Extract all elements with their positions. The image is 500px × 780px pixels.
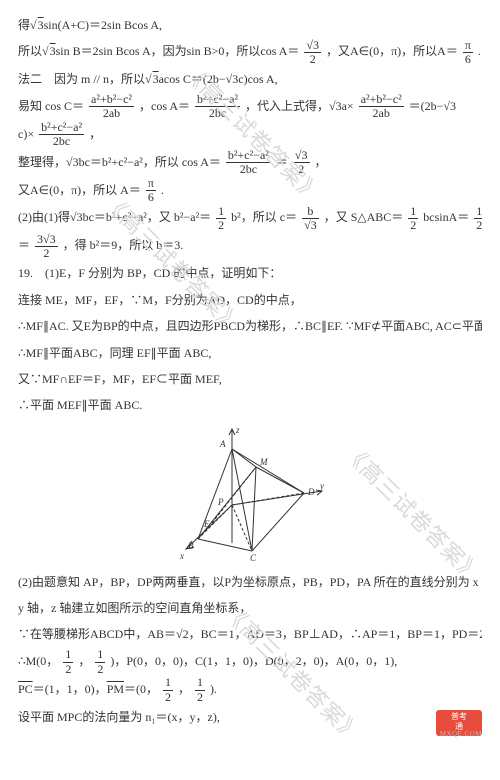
geometry-diagram: z A M P B C D E y x [170, 423, 330, 563]
svg-text:x: x [179, 551, 184, 561]
svg-text:y: y [319, 481, 324, 491]
math-line: (2)由(1)得√3bc＝b²+c²−a²，又 b²−a²＝ 12 b²，所以 … [18, 204, 482, 232]
text-line: ∵在等腰梯形ABCD中，AB＝√2，BC＝1，AD＝3，BP⊥AD，∴AP＝1，… [18, 621, 482, 647]
site-text: MXQE.COM [440, 727, 482, 742]
math-line: 整理得，√3bc＝b²+c²−a²，所以 cos A＝ b²+c²−a²2bc … [18, 149, 482, 177]
math-line: 所以√3sin B＝2sin Bcos A，因为sin B>0，所以cos A＝… [18, 38, 482, 66]
svg-text:A: A [219, 439, 226, 449]
math-line: ∴M(0， 12 ， 12 )，P(0，0，0)，C(1，1，0)，D(0，2，… [18, 648, 482, 676]
svg-text:M: M [259, 457, 268, 467]
math-line: c)× b²+c²−a²2bc ， [18, 121, 482, 149]
math-line: 法二 因为 m // n，所以√3acos C＝(2b−√3c)cos A, [18, 66, 482, 92]
text-line: ∴MF∥平面ABC，同理 EF∥平面 ABC, [18, 340, 482, 366]
math-line: ＝ 3√32 ，得 b²＝9，所以 b＝3. [18, 232, 482, 260]
math-line: 得√3sin(A+C)＝2sin Bcos A, [18, 12, 482, 38]
text-line: 连接 ME，MF，EF，∵M，F分别为AD，CD的中点， [18, 287, 482, 313]
text-line: 又∵MF∩EF＝F，MF，EF⊂平面 MEF, [18, 366, 482, 392]
text-line: ∴平面 MEF∥平面 ABC. [18, 392, 482, 418]
svg-text:P: P [217, 497, 224, 507]
math-line: PCPC＝(1，1，0)，PM＝(0，＝(1，1，0)，PM＝(0， 12 ， … [18, 676, 482, 704]
text-line: ∴MF∥AC. 又E为BP的中点，且四边形PBCD为梯形，∴BC∥EF. ∵MF… [18, 313, 482, 339]
text-line: y 轴，z 轴建立如图所示的空间直角坐标系， [18, 595, 482, 621]
math-line: 易知 cos C＝ a²+b²−c²2ab ，cos A＝ b²+c²−a²2b… [18, 93, 482, 121]
svg-text:D: D [307, 487, 315, 497]
svg-text:B: B [188, 541, 194, 551]
text-line: 19. (1)E，F 分别为 BP，CD 的中点，证明如下： [18, 260, 482, 286]
svg-text:C: C [250, 553, 257, 563]
text-line: (2)由题意知 AP，BP，DP两两垂直，以P为坐标原点，PB，PD，PA 所在… [18, 569, 482, 595]
svg-text:E: E [203, 519, 210, 529]
svg-text:z: z [235, 425, 240, 435]
text-line: 设平面 MPC的法向量为 n₁＝(x，y，z), [18, 704, 482, 730]
math-line: 又A∈(0，π)，所以 A＝ π6 . [18, 177, 482, 205]
